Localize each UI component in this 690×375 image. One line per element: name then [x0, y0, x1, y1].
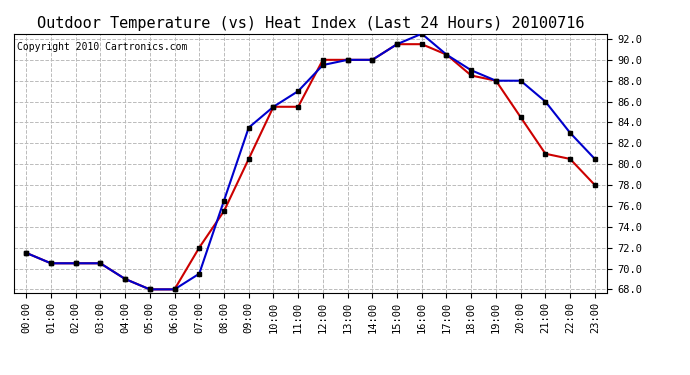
- Title: Outdoor Temperature (vs) Heat Index (Last 24 Hours) 20100716: Outdoor Temperature (vs) Heat Index (Las…: [37, 16, 584, 31]
- Text: Copyright 2010 Cartronics.com: Copyright 2010 Cartronics.com: [17, 42, 187, 51]
